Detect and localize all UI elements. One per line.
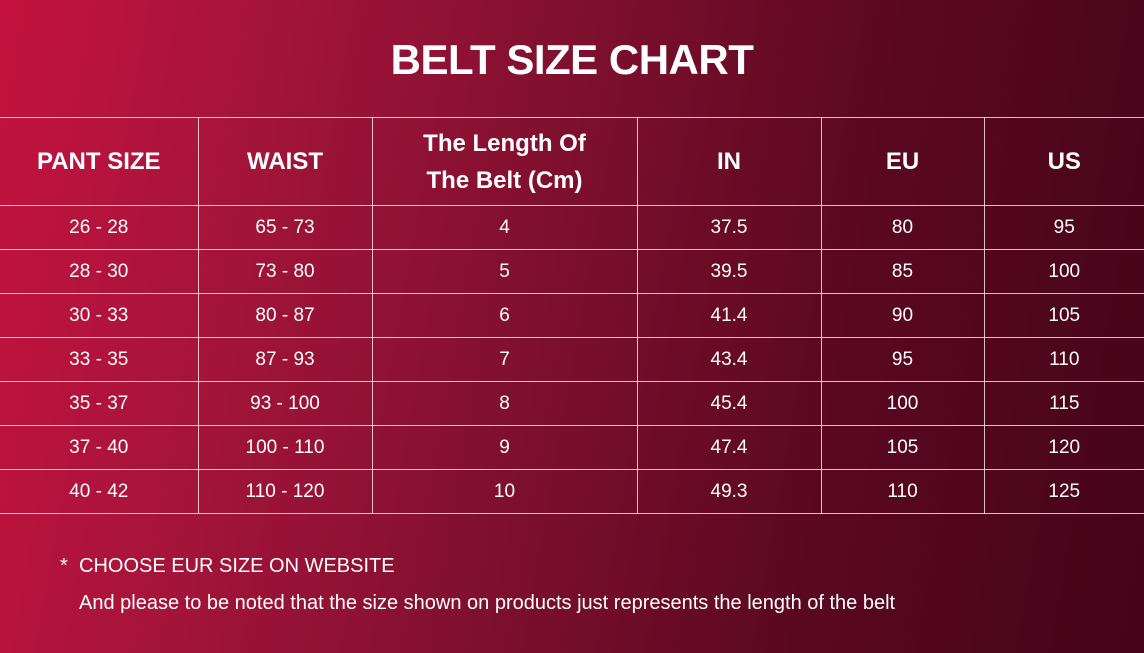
header-in: IN <box>636 117 822 206</box>
cell-us: 115 <box>983 381 1144 426</box>
header-us: US <box>983 117 1144 206</box>
note-line-1: * CHOOSE EUR SIZE ON WEBSITE <box>60 555 395 578</box>
table-row: 33 - 35 87 - 93 7 43.4 95 110 <box>0 337 1144 382</box>
cell-pant-size: 30 - 33 <box>0 293 199 338</box>
cell-in: 49.3 <box>636 469 822 514</box>
note-bullet: * <box>60 555 68 577</box>
cell-us: 100 <box>983 249 1144 294</box>
table-row: 35 - 37 93 - 100 8 45.4 100 115 <box>0 381 1144 426</box>
table-row: 30 - 33 80 - 87 6 41.4 90 105 <box>0 293 1144 338</box>
table-row: 40 - 42 110 - 120 10 49.3 110 125 <box>0 469 1144 514</box>
cell-eu: 95 <box>820 337 985 382</box>
page-title: BELT SIZE CHART <box>390 36 754 83</box>
belt-size-table: PANT SIZE WAIST The Length Of The Belt (… <box>0 117 1144 514</box>
cell-in: 37.5 <box>636 205 822 250</box>
cell-us: 110 <box>983 337 1144 382</box>
cell-eu: 85 <box>820 249 985 294</box>
table-row: 37 - 40 100 - 110 9 47.4 105 120 <box>0 425 1144 470</box>
cell-in: 47.4 <box>636 425 822 470</box>
table-body: 26 - 28 65 - 73 4 37.5 80 95 28 - 30 73 - 80 5 39… <box>0 205 1144 514</box>
header-eu: EU <box>820 117 985 206</box>
header-belt-length: The Length Of The Belt (Cm) <box>371 117 638 206</box>
cell-waist: 87 - 93 <box>197 337 373 382</box>
cell-belt-length: 4 <box>371 205 638 250</box>
cell-us: 105 <box>983 293 1144 338</box>
cell-us: 95 <box>983 205 1144 250</box>
header-belt-length-line2: The Belt (Cm) <box>426 166 583 194</box>
cell-us: 125 <box>983 469 1144 514</box>
cell-waist: 110 - 120 <box>197 469 373 514</box>
cell-waist: 80 - 87 <box>197 293 373 338</box>
cell-waist: 93 - 100 <box>197 381 373 426</box>
note-line-2: And please to be noted that the size sho… <box>79 592 896 614</box>
table-row: 28 - 30 73 - 80 5 39.5 85 100 <box>0 249 1144 294</box>
cell-in: 45.4 <box>636 381 822 426</box>
cell-belt-length: 6 <box>371 293 638 338</box>
cell-in: 39.5 <box>636 249 822 294</box>
header-pant-size: PANT SIZE <box>0 117 199 206</box>
cell-waist: 73 - 80 <box>197 249 373 294</box>
cell-pant-size: 28 - 30 <box>0 249 199 294</box>
table-row: 26 - 28 65 - 73 4 37.5 80 95 <box>0 205 1144 250</box>
cell-eu: 105 <box>820 425 985 470</box>
cell-pant-size: 37 - 40 <box>0 425 199 470</box>
cell-pant-size: 26 - 28 <box>0 205 199 250</box>
cell-belt-length: 5 <box>371 249 638 294</box>
cell-eu: 90 <box>820 293 985 338</box>
header-belt-length-line1: The Length Of <box>423 129 586 157</box>
cell-waist: 65 - 73 <box>197 205 373 250</box>
cell-waist: 100 - 110 <box>197 425 373 470</box>
cell-us: 120 <box>983 425 1144 470</box>
cell-belt-length: 10 <box>371 469 638 514</box>
cell-eu: 110 <box>820 469 985 514</box>
header-waist: WAIST <box>197 117 373 206</box>
cell-belt-length: 8 <box>371 381 638 426</box>
cell-in: 41.4 <box>636 293 822 338</box>
cell-eu: 100 <box>820 381 985 426</box>
note-text: CHOOSE EUR SIZE ON WEBSITE <box>79 555 395 577</box>
cell-pant-size: 40 - 42 <box>0 469 199 514</box>
table-header-row: PANT SIZE WAIST The Length Of The Belt (… <box>0 117 1144 206</box>
cell-belt-length: 9 <box>371 425 638 470</box>
cell-pant-size: 35 - 37 <box>0 381 199 426</box>
cell-in: 43.4 <box>636 337 822 382</box>
cell-eu: 80 <box>820 205 985 250</box>
cell-pant-size: 33 - 35 <box>0 337 199 382</box>
cell-belt-length: 7 <box>371 337 638 382</box>
